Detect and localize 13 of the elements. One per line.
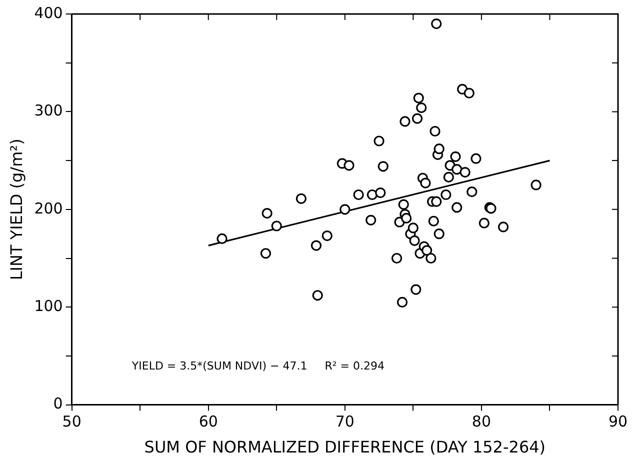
- x-axis-title: SUM OF NORMALIZED DIFFERENCE (DAY 152-264): [144, 438, 546, 457]
- y-axis-title: LINT YIELD (g/m²): [6, 138, 26, 280]
- y-tick-label: 200: [34, 199, 63, 218]
- x-tick-label: 90: [608, 412, 628, 431]
- x-tick-label: 50: [62, 412, 82, 431]
- y-tick-label: 0: [53, 394, 63, 413]
- y-tick-label: 400: [34, 4, 63, 22]
- x-tick-label: 70: [335, 412, 354, 431]
- y-tick-label: 300: [34, 102, 63, 120]
- x-tick-label: 60: [198, 412, 218, 431]
- x-tick-label: 80: [472, 412, 492, 431]
- annotation: YIELD = 3.5*(SUM NDVI) − 47.1 R² = 0.294: [130, 360, 384, 373]
- y-tick-label: 100: [34, 296, 63, 315]
